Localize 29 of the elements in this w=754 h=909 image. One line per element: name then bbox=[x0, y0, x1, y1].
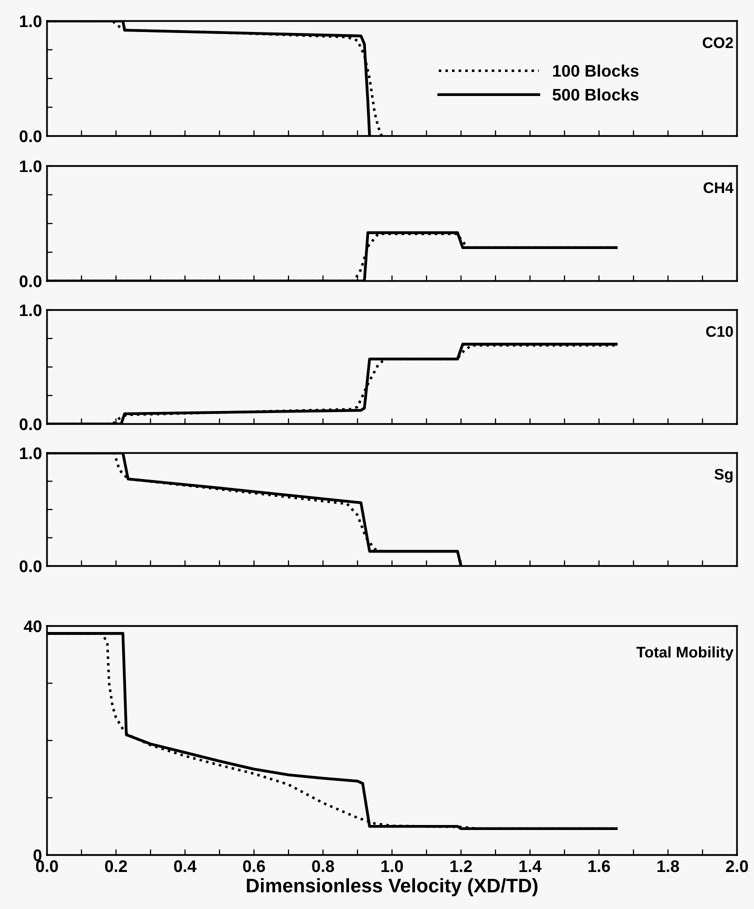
y-tick-label: 1.0 bbox=[20, 447, 42, 460]
y-tick-label: 0.0 bbox=[20, 560, 42, 572]
x-tick-label: 0.8 bbox=[312, 860, 334, 872]
annotation: Sg bbox=[714, 468, 733, 483]
annotation: Total Mobility bbox=[636, 646, 734, 661]
y-tick-label: 1.0 bbox=[20, 160, 42, 172]
y-tick-label: 0.0 bbox=[20, 275, 42, 288]
x-tick-label: 0.4 bbox=[174, 860, 196, 872]
x-tick-label: 1.6 bbox=[588, 860, 610, 872]
annotation: C10 bbox=[706, 326, 733, 337]
x-tick-label: 1.0 bbox=[381, 860, 403, 872]
annotation: CH4 bbox=[704, 182, 734, 194]
x-tick-label: 1.8 bbox=[657, 860, 680, 872]
annotation: CO2 bbox=[702, 37, 733, 48]
x-tick-label: 1.2 bbox=[450, 860, 472, 872]
x-tick-label: 0.6 bbox=[243, 860, 265, 872]
x-axis-title: Dimensionless Velocity (XD/TD) bbox=[246, 878, 538, 896]
y-tick-label: 1.0 bbox=[20, 15, 42, 28]
x-tick-label: 2.0 bbox=[726, 860, 748, 872]
text: 500 Blocks bbox=[552, 88, 639, 101]
x-tick-label: 1.4 bbox=[519, 860, 542, 872]
y-tick-label: 40 bbox=[24, 620, 42, 632]
text: 100 Blocks bbox=[553, 64, 639, 77]
y-tick-label: 0.0 bbox=[20, 130, 42, 142]
y-tick-label: 0.0 bbox=[20, 418, 42, 430]
y-tick-label: 1.0 bbox=[20, 304, 42, 316]
x-tick-label: 0.0 bbox=[36, 860, 58, 872]
x-tick-label: 0.2 bbox=[105, 860, 127, 872]
y-tick-label: 0 bbox=[34, 849, 42, 862]
